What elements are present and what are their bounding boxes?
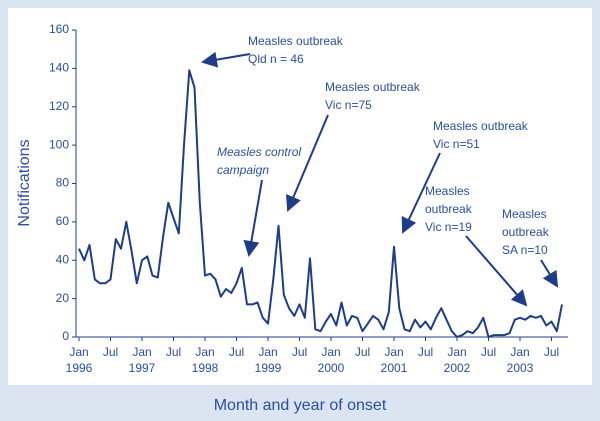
y-tick-label: 60 [56,214,70,228]
annotation-text: campaign [217,163,269,177]
annotation-arrow [201,51,251,68]
annotation-arrow [465,235,528,307]
x-group-label: 2002 [444,361,471,375]
x-tick-label: Jan [510,345,529,359]
annotation-arrow [540,259,559,288]
y-tick-label: 120 [49,99,69,113]
x-axis-title: Month and year of onset [214,397,387,414]
y-tick-label: 20 [56,291,70,305]
annotation-text: Measles outbreak [433,119,529,133]
x-tick-label: Jul [418,345,433,359]
x-tick-label: Jul [103,345,118,359]
x-tick-label: Jul [355,345,370,359]
x-group-label: 2003 [507,361,534,375]
annotation-text: Vic n=19 [425,220,472,234]
x-tick-label: Jul [166,345,181,359]
y-tick-label: 0 [62,329,69,343]
x-tick-label: Jan [321,345,340,359]
annotation-arrow [401,152,441,234]
x-tick-label: Jul [481,345,496,359]
y-tick-label: 140 [49,61,69,75]
annotation-text: Measles control [217,145,301,159]
x-tick-label: Jul [544,345,559,359]
y-tick-label: 100 [49,137,69,151]
data-line [78,69,563,338]
y-tick-label: 80 [56,176,70,190]
annotation-text: outbreak [425,202,473,216]
annotation-text: Measles outbreak [325,80,421,94]
x-tick-label: Jan [69,345,88,359]
annotation-text: Vic n=51 [433,137,480,151]
x-tick-label: Jan [384,345,403,359]
x-tick-label: Jan [132,345,151,359]
x-tick-label: Jan [258,345,277,359]
x-tick-label: Jan [195,345,214,359]
x-group-label: 1996 [66,361,93,375]
x-tick-label: Jul [292,345,307,359]
x-group-label: 2000 [318,361,345,375]
annotation-text: Measles [502,207,547,221]
y-axis-title: Notifications [16,139,33,226]
x-tick-label: Jul [229,345,244,359]
y-tick-label: 40 [56,252,70,266]
annotation-text: Qld n = 46 [248,52,304,66]
annotation-text: outbreak [502,225,550,239]
annotation-text: Vic n=75 [325,98,372,112]
annotation-text: SA n=10 [502,243,548,257]
x-group-label: 1998 [192,361,219,375]
x-group-label: 1999 [255,361,282,375]
x-group-label: 2001 [381,361,408,375]
annotation-text: Measles [425,184,470,198]
y-tick-label: 160 [49,22,69,36]
annotation-arrow [286,114,329,212]
x-group-label: 1997 [129,361,156,375]
annotation-text: Measles outbreak [248,34,344,48]
x-tick-label: Jan [447,345,466,359]
annotation-arrow [243,179,263,257]
